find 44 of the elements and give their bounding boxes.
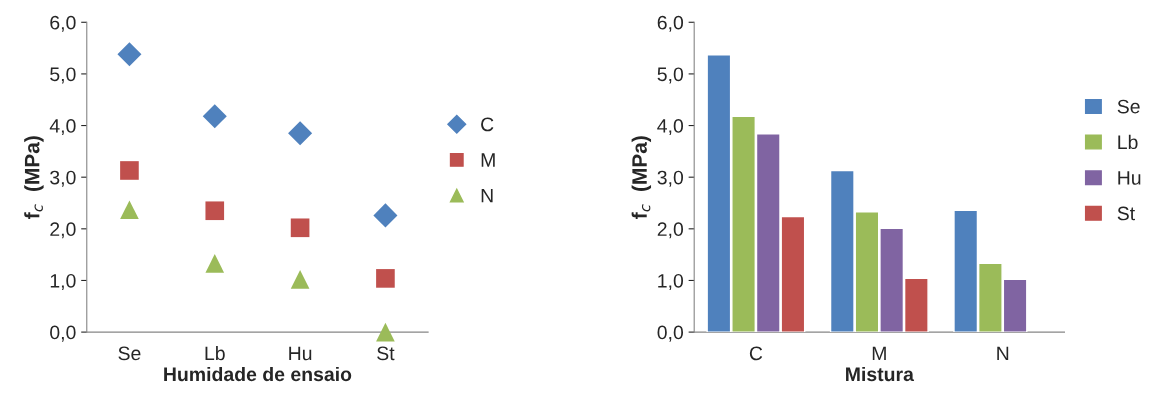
y-tick-label: 1,0 <box>50 273 76 290</box>
x-tick-label: C <box>749 346 763 361</box>
point <box>290 270 310 289</box>
y-tick-label: 4,0 <box>49 119 76 136</box>
point <box>205 201 225 221</box>
point <box>120 161 139 180</box>
point <box>205 254 225 273</box>
x-tick-label: N <box>997 346 1009 361</box>
x-axis-title: Mistura <box>846 366 915 382</box>
x-tick-label: Lb <box>205 345 225 361</box>
legend-label: M <box>481 153 495 167</box>
y-tick-label: 5,0 <box>657 67 684 84</box>
x-tick-label: Se <box>118 346 141 361</box>
x-tick-label: Hu <box>289 346 312 361</box>
y-tick-label: 0,0 <box>50 325 76 342</box>
legend-label: C <box>481 117 494 132</box>
point <box>376 322 395 342</box>
y-axis-title: f$_{c}$ (MPa) <box>24 136 44 219</box>
x-tick-label: St <box>377 346 395 361</box>
legend-label: Lb <box>1118 134 1138 150</box>
y-axis-title: f$_{c}$ (MPa) <box>631 136 652 219</box>
legend-label: N <box>481 188 493 203</box>
y-tick-label: 2,0 <box>657 222 684 239</box>
y-tick-label: 3,0 <box>50 170 76 187</box>
y-tick-label: 0,0 <box>657 325 684 342</box>
x-tick-label: M <box>872 346 886 361</box>
legend-label: Hu <box>1118 171 1141 185</box>
y-tick-label: 4,0 <box>657 119 684 136</box>
x-axis-title: Humidade de ensaio <box>164 366 352 382</box>
point <box>117 42 142 67</box>
point <box>376 269 395 288</box>
point <box>120 200 139 220</box>
point <box>290 218 310 238</box>
legend-label: Se <box>1117 99 1140 114</box>
y-tick-label: 5,0 <box>50 67 76 84</box>
legend-label: St <box>1117 206 1135 221</box>
point <box>202 104 227 129</box>
y-tick-label: 6,0 <box>50 15 76 32</box>
y-tick-label: 3,0 <box>657 170 684 187</box>
y-tick-label: 2,0 <box>50 222 76 239</box>
point <box>288 121 313 146</box>
point <box>373 203 398 228</box>
y-tick-label: 6,0 <box>657 15 684 32</box>
y-tick-label: 1,0 <box>658 273 684 290</box>
